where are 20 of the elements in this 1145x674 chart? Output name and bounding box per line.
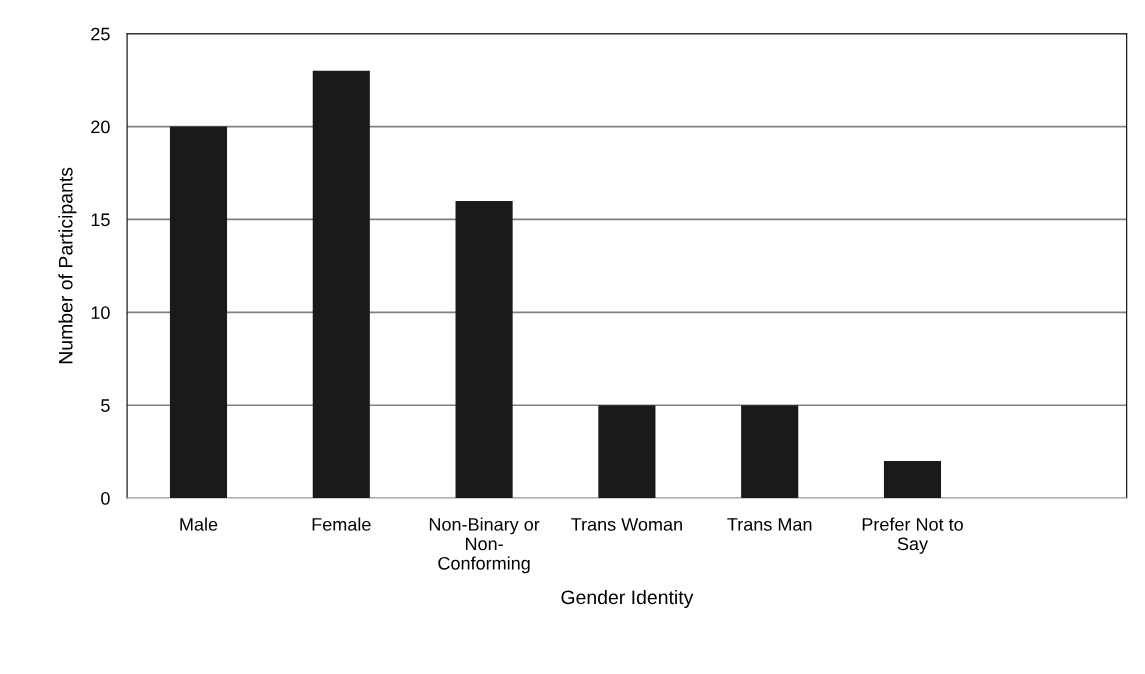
x-tick-label: Trans Man [727,518,812,531]
x-tick-label: Male [180,517,218,531]
x-tick-label: Prefer Not to Say [862,517,963,554]
bar [312,70,370,499]
y-tick-label: 5 [101,399,110,412]
y-axis-title: Number of Participants [58,167,77,364]
x-tick-label: Trans Woman [571,518,682,531]
x-tick-label: Female [312,517,371,531]
bar [741,405,799,499]
bar [169,126,228,499]
y-tick-label: 15 [91,213,110,227]
bar [455,200,513,499]
y-tick-label: 20 [91,120,110,134]
y-tick-label: 25 [91,27,110,41]
bar [883,460,942,499]
bar [598,405,656,499]
x-tick-label: Non-Binary or Non- Conforming [429,517,540,574]
y-tick-label: 10 [91,306,110,320]
y-tick-label: 0 [101,492,110,505]
x-axis-title: Gender Identity [561,589,694,609]
